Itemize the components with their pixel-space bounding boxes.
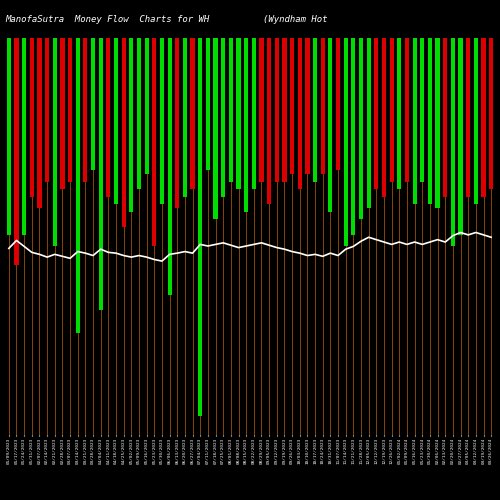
Bar	[152, 38, 156, 246]
Bar	[474, 38, 478, 204]
Bar	[405, 38, 409, 182]
Bar	[38, 38, 42, 208]
Bar	[366, 38, 371, 208]
Bar	[306, 38, 310, 174]
Bar	[336, 38, 340, 170]
Bar	[14, 38, 18, 265]
Bar	[466, 38, 470, 197]
Bar	[84, 38, 87, 182]
Bar	[214, 38, 218, 220]
Bar	[114, 38, 118, 204]
Bar	[412, 38, 416, 204]
Bar	[45, 38, 49, 182]
Bar	[451, 38, 455, 246]
Bar	[129, 38, 134, 212]
Bar	[359, 38, 363, 220]
Bar	[382, 38, 386, 197]
Bar	[168, 38, 172, 295]
Bar	[420, 38, 424, 182]
Bar	[458, 38, 462, 234]
Bar	[6, 38, 11, 234]
Bar	[397, 38, 402, 189]
Bar	[443, 38, 448, 197]
Bar	[328, 38, 332, 212]
Bar	[30, 38, 34, 197]
Bar	[390, 38, 394, 182]
Bar	[229, 38, 233, 182]
Bar	[22, 38, 26, 234]
Bar	[344, 38, 348, 246]
Bar	[198, 38, 202, 416]
Bar	[482, 38, 486, 197]
Bar	[290, 38, 294, 174]
Bar	[122, 38, 126, 227]
Bar	[206, 38, 210, 170]
Text: ManofaSutra  Money Flow  Charts for WH          (Wyndham Hot: ManofaSutra Money Flow Charts for WH (Wy…	[5, 15, 328, 24]
Bar	[274, 38, 279, 182]
Bar	[106, 38, 110, 197]
Bar	[267, 38, 271, 204]
Bar	[320, 38, 325, 174]
Bar	[68, 38, 72, 182]
Bar	[489, 38, 494, 189]
Bar	[436, 38, 440, 208]
Bar	[352, 38, 356, 234]
Bar	[298, 38, 302, 189]
Bar	[236, 38, 240, 189]
Bar	[244, 38, 248, 212]
Bar	[144, 38, 148, 174]
Bar	[160, 38, 164, 204]
Bar	[175, 38, 180, 208]
Bar	[260, 38, 264, 182]
Bar	[221, 38, 226, 197]
Bar	[252, 38, 256, 189]
Bar	[137, 38, 141, 189]
Bar	[313, 38, 317, 182]
Bar	[76, 38, 80, 333]
Bar	[91, 38, 95, 170]
Bar	[282, 38, 286, 182]
Bar	[190, 38, 194, 189]
Bar	[52, 38, 57, 246]
Bar	[60, 38, 64, 189]
Bar	[374, 38, 378, 189]
Bar	[98, 38, 103, 310]
Bar	[428, 38, 432, 204]
Bar	[183, 38, 187, 197]
